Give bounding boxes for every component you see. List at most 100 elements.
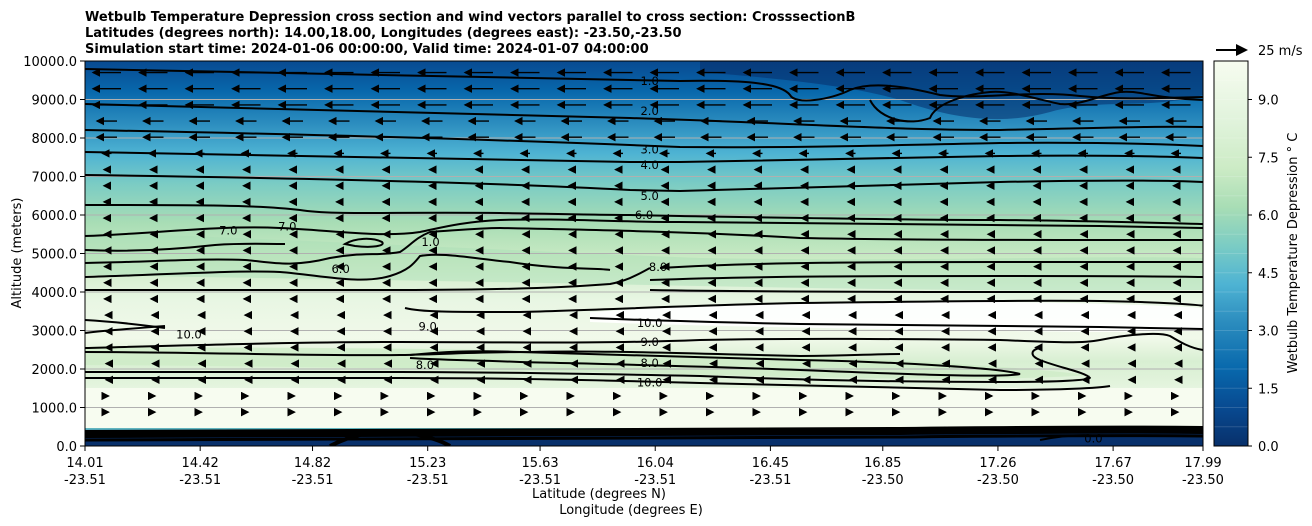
colorbar-tick-label-0: 0.0 xyxy=(1258,440,1279,455)
contour-line-9 xyxy=(85,253,611,281)
chart-title-line-1: Wetbulb Temperature Depression cross sec… xyxy=(85,10,855,25)
contour-line-10d xyxy=(85,325,166,334)
quiver-key-label: 25 m/s xyxy=(1258,44,1303,59)
contour-line-7b xyxy=(85,242,286,252)
colorbar-ticks: 0.0 1.5 3.0 4.5 6.0 7.5 9.0 xyxy=(1248,94,1279,455)
contour-label-9: 8.0 xyxy=(640,356,658,370)
x-tick-lat-0: 14.01 xyxy=(66,456,103,471)
contour-label-3: 4.0 xyxy=(640,158,658,172)
contour-lines xyxy=(85,68,1203,392)
y-tick-label-3: 3000.0 xyxy=(32,325,78,340)
colorbar-tick-label-4: 6.0 xyxy=(1258,209,1279,224)
contour-line-8-right xyxy=(659,261,1203,269)
colorbar: 0.0 1.5 3.0 4.5 6.0 7.5 9.0 Wetbulb Temperatur… xyxy=(1213,60,1301,455)
x-tick-lon-6: -23.51 xyxy=(749,473,791,488)
x-tick-lat-4: 15.63 xyxy=(521,456,558,471)
y-tick-label-8: 8000.0 xyxy=(32,132,78,147)
x-axis-label-lon: Longitude (degrees E) xyxy=(559,503,703,518)
contour-line-6-upper xyxy=(649,289,1203,294)
contour-label-13: 6.0 xyxy=(331,262,349,276)
contour-label-4: 5.0 xyxy=(640,189,658,203)
x-tick-lon-7: -23.50 xyxy=(862,473,904,488)
x-tick-lat-3: 15.23 xyxy=(409,456,446,471)
contour-label-14: 1.0 xyxy=(421,235,439,249)
contour-label-8: 9.0 xyxy=(640,335,658,349)
colorbar-bands xyxy=(1214,79,1248,428)
colorbar-tick-label-6: 9.0 xyxy=(1258,94,1279,109)
contour-label-7: 10.0 xyxy=(637,316,663,330)
y-tick-label-2: 2000.0 xyxy=(32,363,78,378)
contour-label-1: 2.0 xyxy=(640,104,658,118)
x-tick-lon-8: -23.50 xyxy=(977,473,1019,488)
contour-line-8b xyxy=(409,350,1021,377)
y-tick-label-9: 9000.0 xyxy=(32,94,78,109)
chart-title-line-3: Simulation start time: 2024-01-06 00:00:… xyxy=(85,42,649,57)
contour-surface-hill xyxy=(329,429,452,446)
contour-line-9a xyxy=(85,332,1203,351)
contour-label-17: 8.0 xyxy=(416,358,434,372)
x-tick-lat-6: 16.45 xyxy=(752,456,789,471)
x-tick-lon-4: -23.51 xyxy=(519,473,561,488)
y-tick-label-1: 1000.0 xyxy=(32,402,78,417)
contour-label-12: 7.0 xyxy=(278,220,296,234)
colorbar-frame xyxy=(1213,60,1249,447)
x-tick-lat-1: 14.42 xyxy=(182,456,219,471)
contour-line-3 xyxy=(85,129,1203,149)
contour-label-18: 0.0 xyxy=(1084,431,1102,445)
x-tick-lat-10: 17.99 xyxy=(1184,456,1221,471)
x-tick-lat-2: 14.82 xyxy=(294,456,331,471)
contour-line-5 xyxy=(85,174,1203,193)
y-axis: 0.0 1000.0 2000.0 3000.0 4000.0 5000.0 6000.0 7… xyxy=(23,55,85,455)
y-tick-label-4: 4000.0 xyxy=(32,286,78,301)
x-tick-lat-5: 16.04 xyxy=(637,456,674,471)
horizontal-gridlines xyxy=(85,99,1203,408)
y-tick-label-5: 5000.0 xyxy=(32,248,78,263)
contour-line-6-loop xyxy=(342,237,384,248)
x-axis-label-lat: Latitude (degrees N) xyxy=(532,487,666,502)
contour-label-0: 1.0 xyxy=(640,74,658,88)
contour-label-15: 10.0 xyxy=(176,327,202,341)
contour-line-8-mid xyxy=(649,275,1203,281)
contour-label-5: 6.0 xyxy=(635,208,653,222)
colorbar-tick-label-1: 1.5 xyxy=(1258,382,1279,397)
contour-surface-right xyxy=(1039,434,1101,441)
x-tick-lon-10: -23.50 xyxy=(1182,473,1224,488)
colorbar-fill xyxy=(1214,61,1248,446)
x-tick-lon-5: -23.51 xyxy=(634,473,676,488)
x-tick-lon-0: -23.51 xyxy=(64,473,106,488)
contour-surface-line-1 xyxy=(85,425,1203,438)
contour-label-10: 10.0 xyxy=(637,375,663,389)
contour-line-4 xyxy=(85,151,1203,163)
colorbar-tick-label-2: 3.0 xyxy=(1258,325,1279,340)
contour-line-10f xyxy=(85,376,1111,392)
y-tick-label-0: 0.0 xyxy=(56,440,77,455)
contour-labels: 1.0 2.0 3.04.0 5.0 6.0 8.0 10.0 9.0 8.0 10.0 7.0 7.… xyxy=(176,74,1102,445)
x-tick-lon-9: -23.50 xyxy=(1092,473,1134,488)
quiver-key: 25 m/s xyxy=(1216,44,1303,59)
contour-line-10e xyxy=(85,347,1092,384)
contour-label-11: 7.0 xyxy=(219,223,237,237)
contour-line-1-cell xyxy=(869,90,1203,123)
x-tick-lat-7: 16.85 xyxy=(864,456,901,471)
contour-surface-band xyxy=(85,425,1203,446)
y-tick-label-6: 6000.0 xyxy=(32,209,78,224)
contour-label-16: 9.0 xyxy=(419,320,437,334)
x-tick-lon-2: -23.51 xyxy=(292,473,334,488)
colorbar-tick-label-5: 7.5 xyxy=(1258,151,1279,166)
x-tick-lat-8: 17.26 xyxy=(979,456,1016,471)
contour-line-6 xyxy=(85,204,1203,225)
contour-line-10a xyxy=(404,299,1203,314)
contour-label-2: 3.0 xyxy=(640,143,658,157)
plot-area xyxy=(85,61,1203,446)
y-tick-label-10: 10000.0 xyxy=(23,55,77,70)
contour-label-6: 8.0 xyxy=(649,260,667,274)
contour-line-10c xyxy=(85,319,166,329)
colorbar-tick-label-3: 4.5 xyxy=(1258,267,1279,282)
x-axis: 14.01 -23.51 14.42 -23.51 14.82 -23.51 15.23 -2… xyxy=(64,446,1224,488)
colorbar-label: Wetbulb Temperature Depression ° C xyxy=(1286,133,1301,374)
contour-line-7a xyxy=(85,218,1203,237)
contour-line-1 xyxy=(85,68,1203,102)
contour-line-10b xyxy=(589,317,1203,330)
y-tick-label-7: 7000.0 xyxy=(32,171,78,186)
